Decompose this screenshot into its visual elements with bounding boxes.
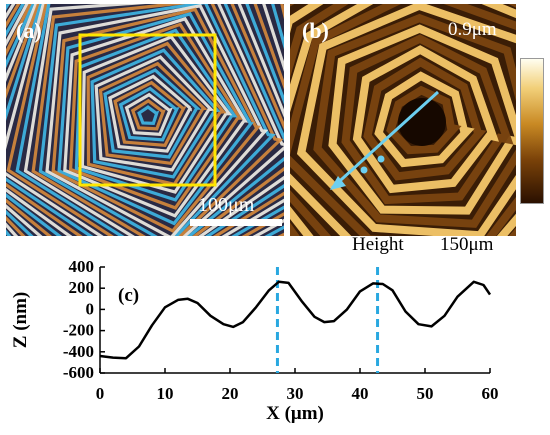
- x-tick-label: 20: [222, 384, 239, 403]
- ring: [90, 48, 221, 179]
- height-colorbar: [520, 58, 544, 204]
- ring: [137, 105, 160, 126]
- ring: [57, 12, 254, 226]
- x-tick-label: 50: [417, 384, 434, 403]
- profile-arrow: [330, 90, 440, 190]
- scale-bar: [190, 219, 282, 226]
- ring: [98, 61, 208, 166]
- y-tick-label: -200: [63, 321, 94, 340]
- terrace-ring: [386, 85, 462, 155]
- panel-c-label: (c): [118, 285, 139, 306]
- profile-label: Height: [352, 234, 404, 255]
- terrace-ring: [352, 45, 499, 194]
- y-tick-label: 400: [69, 257, 95, 276]
- terrace-ring: [290, 4, 516, 236]
- x-tick-label: 30: [287, 384, 304, 403]
- panel-b-label: (b): [302, 18, 329, 43]
- terrace-ring: [374, 71, 475, 168]
- terrace-ring: [313, 13, 516, 228]
- ring: [103, 68, 202, 159]
- x-tick-label: 0: [96, 384, 105, 403]
- ring: [68, 22, 243, 210]
- terrace-ring: [341, 34, 514, 205]
- x-tick-label: 10: [157, 384, 174, 403]
- terrace-ring: [290, 4, 516, 236]
- terrace-ring: [328, 24, 516, 215]
- panel-a-label: (a): [16, 18, 42, 43]
- ring: [23, 4, 284, 236]
- panel-a-rings: [6, 4, 284, 236]
- ring: [80, 34, 233, 194]
- x-axis-title: X (μm): [266, 403, 324, 424]
- ring: [45, 4, 269, 236]
- terrace-ring: [296, 4, 516, 236]
- x-tick-label: 40: [352, 384, 369, 403]
- scale-bar-label: 100μm: [198, 194, 255, 216]
- ring: [51, 7, 261, 233]
- terrace-ring: [363, 57, 487, 181]
- ring: [63, 16, 248, 218]
- terrace-ring: [290, 4, 516, 236]
- y-tick-label: -400: [63, 342, 94, 361]
- center-pit: [398, 98, 446, 146]
- zoom-box: [78, 33, 217, 187]
- x-tick-label: 60: [482, 384, 499, 403]
- ring: [31, 4, 284, 236]
- ring: [108, 74, 192, 153]
- ring: [118, 86, 180, 142]
- y-tick-label: 200: [69, 278, 95, 297]
- y-axis-title: Z (nm): [10, 292, 31, 348]
- ring: [124, 92, 173, 136]
- profile-marker: [360, 166, 368, 174]
- panel-a-optical-image: (a) 100μm: [6, 4, 284, 236]
- panel-b-afm-image: (b) 0.9μm: [290, 4, 516, 236]
- ring: [94, 55, 215, 172]
- panel-b-rings: [290, 4, 516, 236]
- ring: [130, 98, 166, 131]
- y-tick-label: -600: [63, 363, 94, 382]
- ring: [38, 4, 276, 236]
- profile-arrow-head: [330, 176, 346, 190]
- ring: [113, 80, 187, 147]
- image-size-label: 150μm: [440, 234, 494, 255]
- y-tick-label: 0: [86, 299, 95, 318]
- z-max-label: 0.9μm: [448, 19, 497, 40]
- profile-marker: [377, 155, 385, 163]
- height-profile-chart: -600 -400 -200 0 200 400 0 10 20 30 40 50 60 (c) X (μm…: [10, 257, 499, 424]
- profile-line: [99, 280, 492, 360]
